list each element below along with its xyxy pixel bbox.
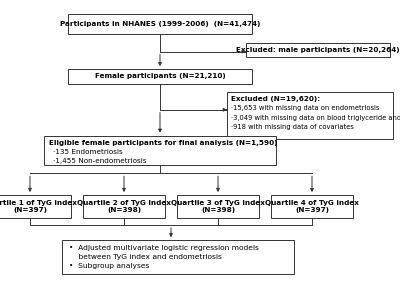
Text: Excluded (N=19,620):: Excluded (N=19,620):	[231, 96, 320, 102]
Bar	[62, 240, 294, 274]
Text: Excluded: male participants (N=20,264): Excluded: male participants (N=20,264)	[236, 47, 400, 53]
Bar	[177, 195, 259, 218]
Bar	[44, 136, 276, 165]
Text: •  Adjusted multivariate logistic regression models: • Adjusted multivariate logistic regress…	[69, 245, 259, 251]
Text: Eligible female participants for final analysis (N=1,590): Eligible female participants for final a…	[49, 140, 277, 146]
Bar	[83, 195, 165, 218]
Text: Female participants (N=21,210): Female participants (N=21,210)	[95, 73, 225, 80]
Bar	[68, 69, 252, 84]
Bar	[271, 195, 353, 218]
Text: •  Subgroup analyses: • Subgroup analyses	[69, 263, 150, 269]
Text: ·1,455 Non-endometriosis: ·1,455 Non-endometriosis	[53, 158, 146, 164]
Text: between TyG index and endometriosis: between TyG index and endometriosis	[69, 254, 222, 260]
Text: Quartile 4 of TyG index
(N=397): Quartile 4 of TyG index (N=397)	[265, 200, 359, 213]
Bar	[68, 14, 252, 34]
Text: Quartile 3 of TyG index
(N=398): Quartile 3 of TyG index (N=398)	[171, 200, 265, 213]
Text: ·135 Endometriosis: ·135 Endometriosis	[53, 149, 122, 155]
Bar	[246, 43, 390, 57]
Text: Quartile 1 of TyG index
(N=397): Quartile 1 of TyG index (N=397)	[0, 200, 77, 213]
Bar	[0, 195, 71, 218]
Text: Quartile 2 of TyG index
(N=398): Quartile 2 of TyG index (N=398)	[77, 200, 171, 213]
Text: ·3,049 with missing data on blood triglyceride and/or glucose: ·3,049 with missing data on blood trigly…	[231, 115, 400, 121]
Bar	[227, 92, 393, 139]
Text: ·15,653 with missing data on endometriosis: ·15,653 with missing data on endometrios…	[231, 105, 379, 111]
Text: Participants in NHANES (1999-2006)  (N=41,474): Participants in NHANES (1999-2006) (N=41…	[60, 21, 260, 27]
Text: ·918 with missing data of covariates: ·918 with missing data of covariates	[231, 124, 354, 130]
